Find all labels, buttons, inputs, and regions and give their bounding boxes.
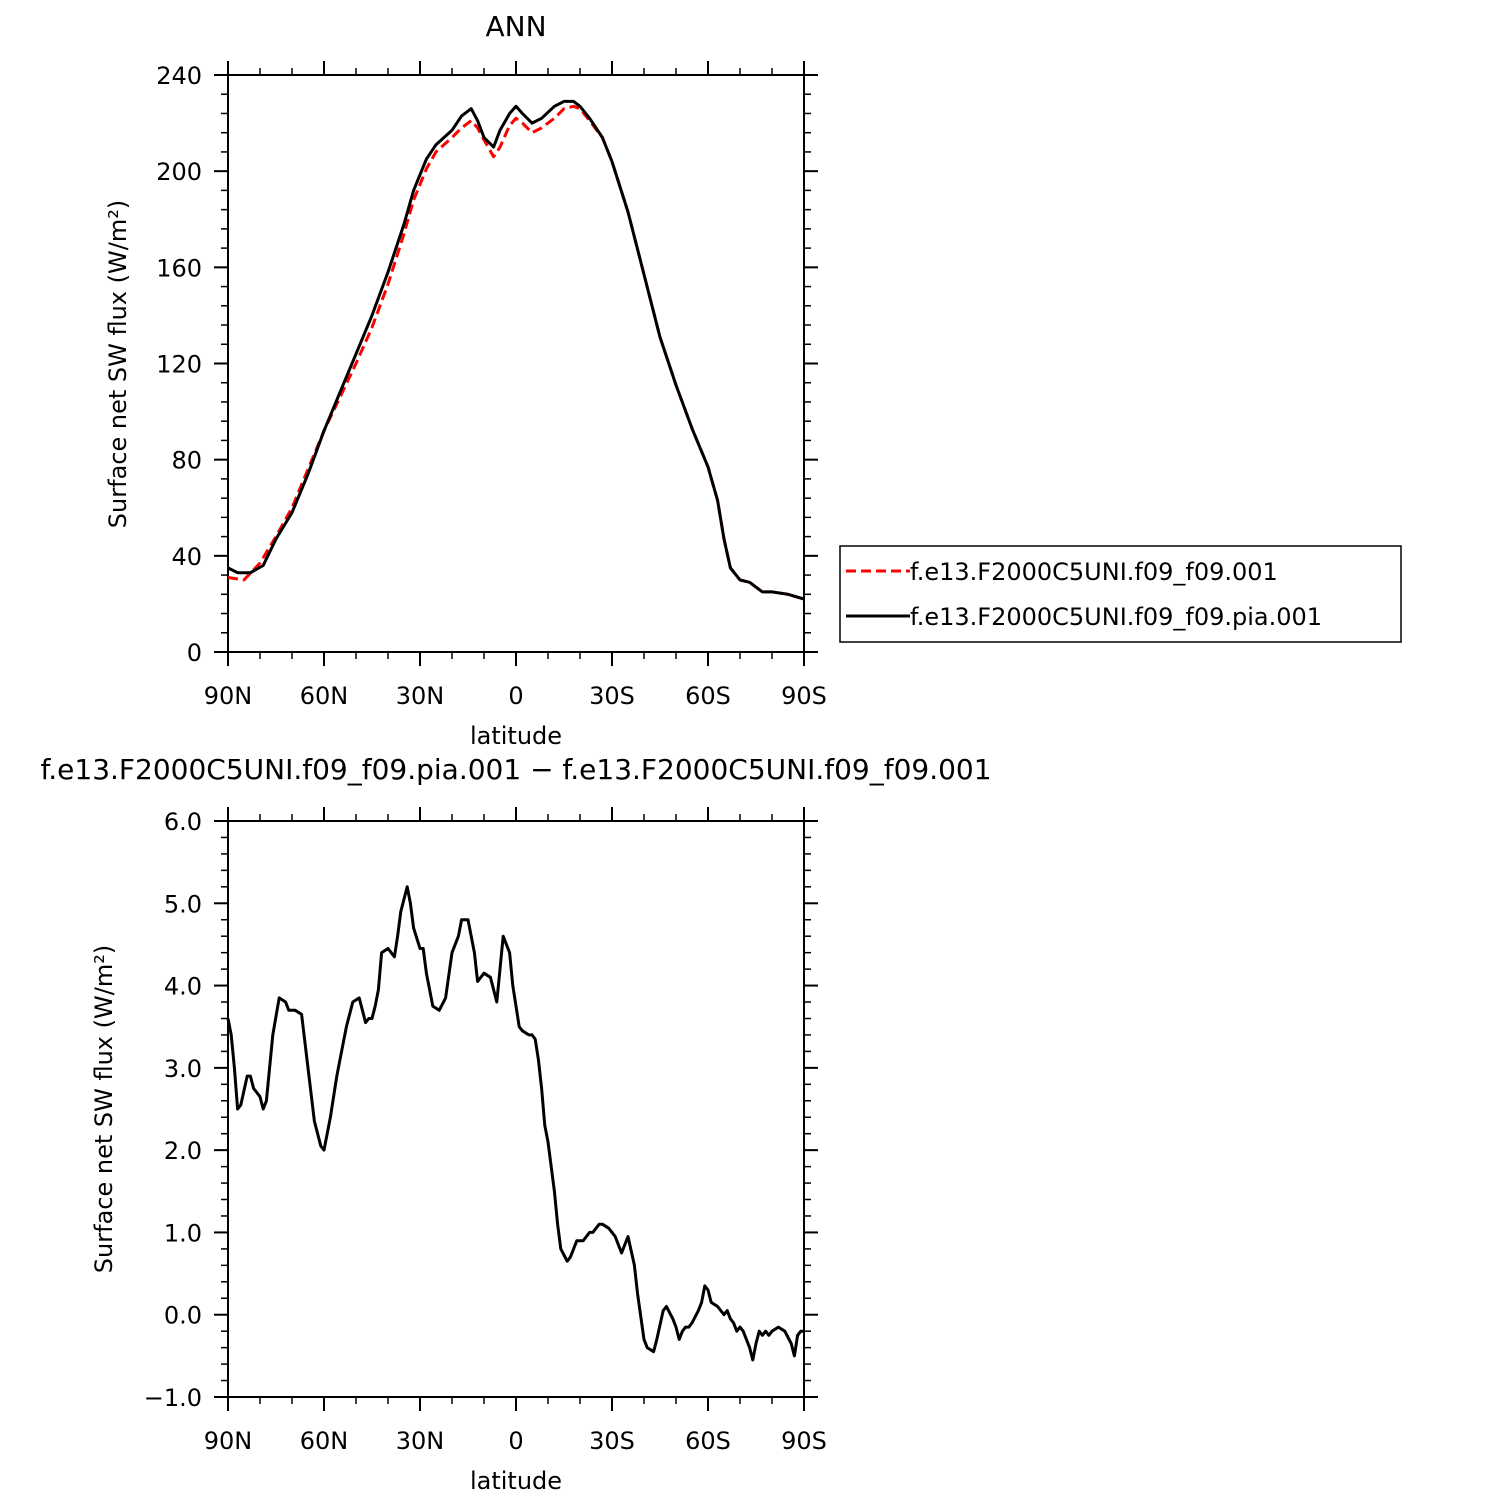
ytick-label: 2.0: [164, 1137, 202, 1165]
ytick-label: 240: [156, 62, 202, 90]
ytick-label: 200: [156, 158, 202, 186]
top-chart-title: ANN: [485, 10, 546, 43]
xtick-label: 90N: [204, 682, 253, 710]
xtick-label: 60S: [685, 682, 731, 710]
legend-label-0: f.e13.F2000C5UNI.f09_f09.001: [910, 558, 1278, 586]
ytick-label: 40: [171, 543, 202, 571]
ytick-label: 160: [156, 254, 202, 282]
top-chart-series: [227, 99, 805, 601]
top-chart-xlabel: latitude: [470, 722, 562, 750]
bottom-chart-xlabel: latitude: [470, 1467, 562, 1495]
ytick-label: 0: [187, 639, 202, 667]
bottom-chart-ylabel: Surface net SW flux (W/m²): [90, 945, 118, 1273]
xtick-label: 90S: [781, 682, 827, 710]
xtick-label: 60N: [300, 682, 349, 710]
top-chart-plot-frame: [227, 74, 805, 653]
series-line-1: [227, 99, 805, 601]
bottom-chart-title: f.e13.F2000C5UNI.f09_f09.pia.001 − f.e13…: [40, 753, 991, 786]
top-chart-legend: f.e13.F2000C5UNI.f09_f09.001 f.e13.F2000…: [839, 545, 1402, 643]
ytick-label: −1.0: [144, 1384, 202, 1412]
bottom-chart-ticks: −1.0 0.0 1.0 2.0 3.0 4.0 5.0 6.0 90N 60N 30N 0 30S 60…: [144, 807, 827, 1455]
bottom-chart-series: [226, 885, 804, 1362]
xtick-label: 0: [508, 1427, 523, 1455]
top-chart-ylabel: Surface net SW flux (W/m²): [104, 200, 132, 528]
xtick-label: 30S: [589, 682, 635, 710]
ytick-label: 80: [171, 447, 202, 475]
xtick-label: 0: [508, 682, 523, 710]
ytick-label: 3.0: [164, 1055, 202, 1083]
xtick-label: 60S: [685, 1427, 731, 1455]
xtick-label: 30N: [396, 1427, 445, 1455]
bottom-chart: f.e13.F2000C5UNI.f09_f09.pia.001 − f.e13…: [40, 753, 991, 1495]
xtick-label: 30N: [396, 682, 445, 710]
series-line-0: [226, 885, 804, 1362]
legend-label-1: f.e13.F2000C5UNI.f09_f09.pia.001: [910, 603, 1322, 631]
legend-frame: [839, 545, 1402, 643]
top-chart-ticks: 0 40 80 120 160 200 240 90N 60N 30N 0 30S 60S 90S: [156, 61, 827, 710]
xtick-label: 30S: [589, 1427, 635, 1455]
series-line-0: [227, 104, 805, 601]
xtick-label: 60N: [300, 1427, 349, 1455]
ytick-label: 0.0: [164, 1302, 202, 1330]
top-chart: ANN 0 40 80 120 160 200 240 90N 60N 30N 0 30S 60S 90S…: [104, 10, 1402, 750]
xtick-label: 90S: [781, 1427, 827, 1455]
ytick-label: 5.0: [164, 890, 202, 918]
ytick-label: 120: [156, 351, 202, 379]
ytick-label: 4.0: [164, 973, 202, 1001]
xtick-label: 90N: [204, 1427, 253, 1455]
ytick-label: 6.0: [164, 808, 202, 836]
ytick-label: 1.0: [164, 1219, 202, 1247]
